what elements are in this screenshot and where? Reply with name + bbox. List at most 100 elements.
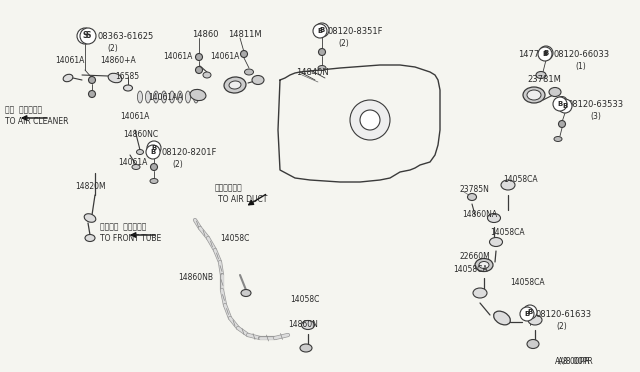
- Ellipse shape: [554, 137, 562, 141]
- Text: B: B: [563, 103, 568, 109]
- Text: B: B: [524, 311, 530, 317]
- Ellipse shape: [190, 89, 206, 100]
- Circle shape: [241, 51, 248, 58]
- Ellipse shape: [493, 311, 510, 325]
- Ellipse shape: [84, 214, 96, 222]
- Text: 14840N: 14840N: [296, 68, 329, 77]
- Text: S: S: [85, 32, 91, 41]
- Ellipse shape: [300, 344, 312, 352]
- Text: 14061A: 14061A: [120, 112, 149, 121]
- Text: (3): (3): [590, 112, 601, 121]
- Text: 14860: 14860: [192, 30, 218, 39]
- Circle shape: [88, 90, 95, 97]
- Text: エアダクトへ: エアダクトへ: [215, 183, 243, 192]
- Text: (2): (2): [556, 322, 567, 331]
- Text: TO FRONT TUBE: TO FRONT TUBE: [100, 234, 161, 243]
- Ellipse shape: [63, 74, 73, 82]
- Circle shape: [523, 305, 537, 319]
- Text: 14860NB: 14860NB: [178, 273, 213, 282]
- Text: (1): (1): [575, 62, 586, 71]
- Text: 14776E: 14776E: [518, 50, 550, 59]
- Text: 14061A: 14061A: [163, 52, 193, 61]
- Circle shape: [553, 97, 567, 111]
- Text: (2): (2): [107, 44, 118, 53]
- Text: 14061A: 14061A: [118, 158, 147, 167]
- Circle shape: [88, 77, 95, 83]
- Ellipse shape: [145, 91, 150, 103]
- Ellipse shape: [186, 91, 191, 103]
- Text: 14058CA: 14058CA: [510, 278, 545, 287]
- Text: 23785N: 23785N: [460, 185, 490, 194]
- Circle shape: [195, 67, 202, 74]
- Ellipse shape: [318, 65, 326, 71]
- Text: (2): (2): [338, 39, 349, 48]
- Ellipse shape: [108, 73, 122, 83]
- Ellipse shape: [473, 288, 487, 298]
- Text: 14811M: 14811M: [228, 30, 262, 39]
- Circle shape: [539, 46, 553, 60]
- Text: 14860N: 14860N: [288, 320, 318, 329]
- Ellipse shape: [229, 81, 241, 89]
- Ellipse shape: [193, 91, 198, 103]
- Circle shape: [538, 47, 552, 61]
- Ellipse shape: [475, 259, 493, 272]
- Ellipse shape: [138, 91, 143, 103]
- Ellipse shape: [527, 90, 541, 100]
- Text: 08120-66033: 08120-66033: [553, 50, 609, 59]
- Text: 08120-63533: 08120-63533: [568, 100, 624, 109]
- Text: B: B: [557, 101, 563, 107]
- Ellipse shape: [161, 91, 166, 103]
- Text: A/8 00PR: A/8 00PR: [558, 356, 593, 365]
- Text: 14860NA: 14860NA: [462, 210, 497, 219]
- Circle shape: [520, 307, 534, 321]
- Text: A/8 00PR: A/8 00PR: [555, 356, 589, 365]
- Ellipse shape: [85, 234, 95, 241]
- Ellipse shape: [224, 77, 246, 93]
- Ellipse shape: [244, 69, 253, 75]
- Text: 14061AA: 14061AA: [148, 93, 183, 102]
- Ellipse shape: [527, 340, 539, 349]
- Ellipse shape: [154, 91, 159, 103]
- Text: B: B: [152, 145, 157, 151]
- Ellipse shape: [501, 180, 515, 190]
- Circle shape: [350, 100, 390, 140]
- Text: 14860NC: 14860NC: [123, 130, 158, 139]
- Text: 14058C: 14058C: [290, 295, 319, 304]
- Text: 14860+A: 14860+A: [100, 56, 136, 65]
- Circle shape: [558, 99, 572, 113]
- Ellipse shape: [479, 262, 489, 269]
- Circle shape: [313, 24, 327, 38]
- Text: 08363-61625: 08363-61625: [97, 32, 153, 41]
- Text: B: B: [317, 28, 323, 34]
- Text: 14058CA: 14058CA: [503, 175, 538, 184]
- Ellipse shape: [528, 315, 542, 325]
- Ellipse shape: [241, 289, 251, 296]
- Text: 08120-61633: 08120-61633: [535, 310, 591, 319]
- Text: 08120-8351F: 08120-8351F: [328, 27, 383, 36]
- Circle shape: [77, 28, 93, 44]
- Text: B: B: [319, 27, 324, 33]
- Text: 22660M: 22660M: [460, 252, 491, 261]
- Ellipse shape: [132, 164, 140, 170]
- Circle shape: [319, 48, 326, 55]
- Text: 14058CA: 14058CA: [453, 265, 488, 274]
- Ellipse shape: [490, 237, 502, 247]
- Text: (2): (2): [172, 160, 183, 169]
- Ellipse shape: [136, 150, 143, 154]
- Ellipse shape: [170, 91, 175, 103]
- Text: 23781M: 23781M: [527, 75, 561, 84]
- Text: B: B: [542, 51, 548, 57]
- Text: S: S: [83, 32, 88, 41]
- Ellipse shape: [177, 91, 182, 103]
- Circle shape: [147, 141, 161, 155]
- Ellipse shape: [150, 179, 158, 183]
- Circle shape: [146, 145, 160, 159]
- Ellipse shape: [252, 76, 264, 84]
- Text: フロント  チューブへ: フロント チューブへ: [100, 222, 147, 231]
- Ellipse shape: [203, 72, 211, 78]
- Ellipse shape: [488, 214, 500, 222]
- Text: 14058CA: 14058CA: [490, 228, 525, 237]
- Text: TO AIR DUCT: TO AIR DUCT: [218, 195, 268, 204]
- Text: B: B: [150, 149, 156, 155]
- Text: 08120-8201F: 08120-8201F: [161, 148, 216, 157]
